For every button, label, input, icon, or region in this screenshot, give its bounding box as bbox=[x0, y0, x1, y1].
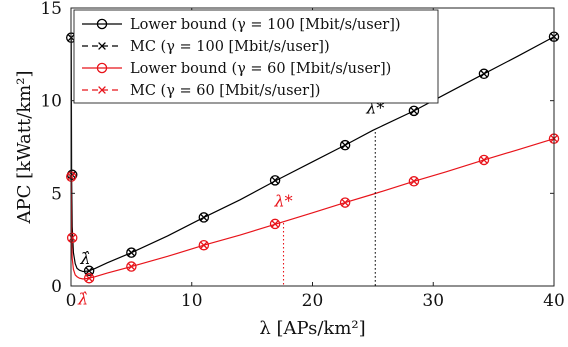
annotation-label: λ̂ bbox=[79, 249, 90, 268]
legend-marker bbox=[98, 42, 106, 50]
data-point-x bbox=[480, 69, 488, 78]
data-point-circle bbox=[83, 265, 95, 277]
legend: Lower bound (γ = 100 [Mbit/s/user]) MC (γ… bbox=[73, 9, 439, 104]
legend-entry: Lower bound (γ = 100 [Mbit/s/user]) bbox=[82, 17, 401, 33]
data-point-x bbox=[341, 198, 349, 207]
series-layer bbox=[65, 31, 560, 284]
series-lower-bound-100 bbox=[70, 36, 555, 273]
data-point-circle bbox=[83, 272, 95, 284]
legend-label: Lower bound (γ = 60 [Mbit/s/user]) bbox=[130, 61, 391, 77]
data-point-circle bbox=[198, 212, 210, 223]
legend-marker bbox=[98, 86, 106, 94]
data-point-circle bbox=[66, 169, 78, 181]
tick-layer: 0 10 20 30 40 0 5 10 15 bbox=[40, 0, 564, 311]
x-tick-label: 20 bbox=[302, 291, 324, 311]
data-point-circle bbox=[408, 105, 420, 117]
data-point-x bbox=[68, 233, 77, 242]
annotation-label: λ* bbox=[273, 191, 292, 210]
x-axis-label: λ [APs/km²] bbox=[259, 318, 365, 339]
legend-label: Lower bound (γ = 100 [Mbit/s/user]) bbox=[130, 17, 401, 33]
legend-marker bbox=[96, 62, 108, 74]
y-axis-label: APC [kWatt/km²] bbox=[14, 71, 35, 225]
data-point-circle bbox=[269, 175, 281, 186]
data-point-x bbox=[341, 141, 349, 150]
data-point-circle bbox=[478, 68, 490, 80]
data-point-circle bbox=[66, 232, 78, 244]
data-point-circle bbox=[269, 218, 281, 230]
data-point-x bbox=[127, 248, 136, 257]
data-point-circle bbox=[408, 176, 420, 187]
y-tick-label: 5 bbox=[51, 184, 62, 204]
series-line bbox=[70, 36, 555, 273]
annotation-label: λ̂ bbox=[77, 290, 88, 309]
data-point-circle bbox=[339, 197, 351, 208]
data-point-x bbox=[271, 176, 279, 185]
data-point-circle bbox=[198, 239, 210, 251]
series-line bbox=[70, 138, 555, 280]
data-point-x bbox=[199, 213, 208, 222]
legend-label: MC (γ = 60 [Mbit/s/user]) bbox=[130, 83, 320, 99]
legend-marker bbox=[96, 18, 108, 30]
data-point-x bbox=[410, 177, 418, 186]
legend-label: MC (γ = 100 [Mbit/s/user]) bbox=[130, 39, 330, 55]
data-point-circle bbox=[126, 261, 137, 272]
data-point-x bbox=[199, 241, 208, 250]
x-tick-label: 30 bbox=[422, 291, 444, 311]
data-point-x bbox=[480, 156, 488, 164]
data-point-x bbox=[410, 107, 418, 115]
y-tick-label: 0 bbox=[51, 277, 62, 297]
series-lower-bound-60 bbox=[70, 138, 555, 280]
legend-entry: MC (γ = 100 [Mbit/s/user]) bbox=[82, 39, 330, 55]
legend-box bbox=[73, 9, 439, 104]
x-tick-label: 0 bbox=[66, 291, 77, 311]
x-tick-label: 10 bbox=[181, 291, 203, 311]
y-tick-label: 10 bbox=[40, 92, 62, 112]
legend-entry: Lower bound (γ = 60 [Mbit/s/user]) bbox=[82, 61, 391, 77]
legend-entry: MC (γ = 60 [Mbit/s/user]) bbox=[82, 83, 320, 99]
data-point-x bbox=[271, 220, 279, 228]
data-point-circle bbox=[478, 154, 490, 166]
data-point-x bbox=[85, 266, 93, 275]
data-point-circle bbox=[126, 247, 137, 258]
x-tick-label: 40 bbox=[543, 291, 565, 311]
data-point-x bbox=[127, 262, 136, 271]
y-tick-label: 15 bbox=[40, 0, 62, 19]
data-point-x bbox=[85, 274, 93, 283]
data-point-circle bbox=[339, 139, 351, 151]
